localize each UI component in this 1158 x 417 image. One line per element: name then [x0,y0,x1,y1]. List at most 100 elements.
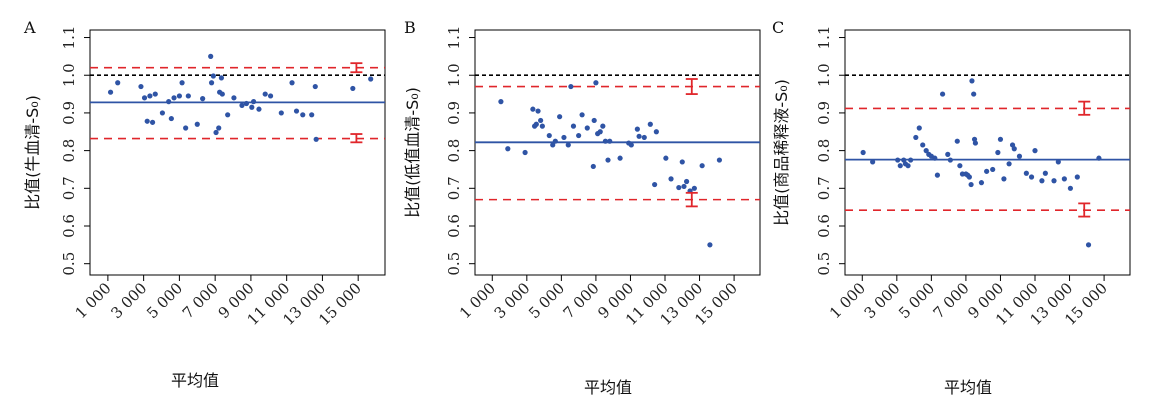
data-point [1074,174,1080,180]
plot-area [90,53,385,144]
data-point [600,123,606,129]
data-point [634,126,640,132]
data-point [219,91,225,97]
data-point [607,138,613,144]
data-point [691,185,697,191]
data-point [368,76,374,82]
upper-limit-ci-errorbar [350,62,363,74]
data-point [916,125,922,131]
upper-limit-ci-errorbar [685,78,698,95]
data-point [969,78,975,84]
y-tick-label: 0.9 [445,101,463,125]
data-point [312,83,318,90]
data-point [1023,170,1029,176]
y-axis-title: 比值(低值血清-S₀) [403,87,422,218]
data-point [591,117,597,124]
data-point [225,112,231,118]
y-tick-label: 0.9 [815,101,833,125]
data-point [1096,155,1102,161]
y-tick-label: 0.7 [815,176,833,200]
data-point [183,125,189,131]
data-point [920,142,926,148]
data-point [179,80,185,86]
data-point [218,75,225,81]
lower-limit-ci-errorbar [685,191,698,208]
data-point [1061,176,1067,182]
data-point [565,142,571,148]
data-point [699,163,705,169]
data-point [716,157,723,163]
data-point [947,157,953,163]
data-point [584,125,590,131]
data-point [498,99,504,105]
data-point [1042,170,1048,176]
x-axis-title: 平均值 [584,378,632,397]
y-tick-label: 1.0 [60,63,78,87]
data-point [597,129,603,135]
panel-label: B [404,18,416,37]
data-point [249,104,255,110]
x-tick-label: 5 000 [143,279,186,322]
y-axis-title: 比值(商品稀释液-S₀) [772,79,791,226]
data-point [530,106,536,112]
panel-label: A [23,18,36,37]
data-point [897,163,903,169]
plot-frame [474,29,761,276]
x-tick-label: 7 000 [179,279,222,322]
data-point [1028,174,1035,180]
y-tick-label: 1.1 [815,26,833,50]
data-point [293,108,300,114]
data-point [895,157,901,163]
data-point [945,151,951,157]
data-point [984,168,990,174]
data-point [533,121,539,127]
y-tick-label: 0.9 [60,101,78,125]
x-tick-label: 1 000 [826,279,869,322]
y-tick-label: 0.6 [445,214,463,238]
x-tick-label: 1 000 [456,279,499,322]
data-point [262,91,268,97]
data-point [141,95,148,101]
data-point [313,136,319,142]
data-point [176,93,182,99]
data-point [957,163,963,169]
data-point [860,149,866,156]
data-point [870,159,876,165]
x-tick-label: 1 000 [72,279,115,322]
y-tick-label: 0.8 [60,139,78,163]
data-point [652,181,658,188]
data-point [1067,185,1074,191]
data-point [557,114,563,120]
x-tick-label: 3 000 [107,279,150,322]
data-point [550,142,556,148]
x-tick-label: 7 000 [930,279,973,322]
data-point [546,132,552,139]
data-point [309,112,315,118]
data-point [159,110,166,116]
x-axis-title: 平均值 [171,371,219,390]
data-point [679,159,685,165]
plot-area [475,74,760,248]
data-point [539,123,545,129]
panel-label: C [772,18,784,37]
lower-limit-ci-errorbar [1078,202,1091,218]
data-point [208,53,214,59]
data-point [1001,176,1007,182]
data-point [1051,178,1057,184]
data-point [115,80,121,86]
y-tick-label: 1.1 [445,26,463,50]
data-point [668,176,674,182]
data-point [676,184,682,191]
data-point [1011,146,1017,152]
data-point [1006,161,1012,167]
data-point [522,149,528,156]
data-point [579,112,585,118]
data-point [628,142,634,148]
y-tick-label: 0.8 [445,139,463,163]
data-point [243,100,250,107]
data-point [538,117,544,124]
x-tick-label: 5 000 [895,279,938,322]
data-point [997,136,1004,142]
y-tick-label: 0.7 [60,176,78,200]
